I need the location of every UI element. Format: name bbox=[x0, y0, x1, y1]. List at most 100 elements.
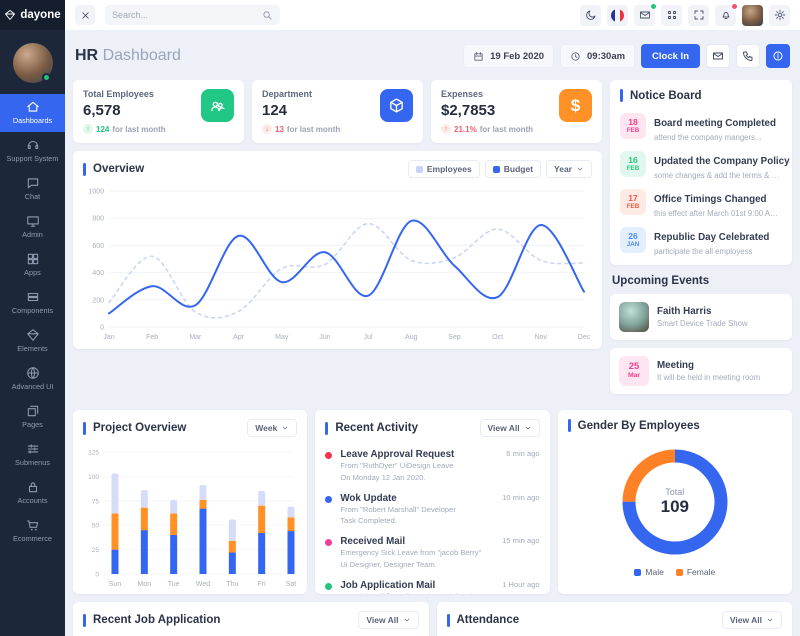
activity-line2: Task Completed. bbox=[340, 516, 397, 526]
activity-item[interactable]: Received Mail Emergency Sick Leave from … bbox=[315, 531, 549, 575]
sidebar-item-apps[interactable]: Apps bbox=[0, 246, 65, 284]
comp-icon bbox=[26, 290, 40, 304]
sidebar-item-label: Components bbox=[11, 306, 54, 316]
sidebar-item-pages[interactable]: Pages bbox=[0, 398, 65, 436]
sidebar-item-accounts[interactable]: Accounts bbox=[0, 474, 65, 512]
phone-button[interactable] bbox=[736, 44, 760, 68]
stat-delta-note: for last month bbox=[286, 124, 341, 134]
sidebar-item-chat[interactable]: Chat bbox=[0, 170, 65, 208]
overview-range-select[interactable]: Year bbox=[546, 160, 592, 178]
sidebar-item-admin[interactable]: Admin bbox=[0, 208, 65, 246]
svg-text:Wed: Wed bbox=[196, 581, 210, 588]
donut-total-label: Total bbox=[665, 487, 685, 497]
headset-icon bbox=[26, 138, 40, 152]
sidebar-item-ecommerce[interactable]: Ecommerce bbox=[0, 512, 65, 550]
current-date: 19 Feb 2020 bbox=[490, 50, 545, 62]
user-avatar[interactable] bbox=[12, 43, 53, 83]
activity-body: Leave Approval Request From "RuthDyer" U… bbox=[340, 449, 454, 484]
event-date-badge: 25 Mar bbox=[619, 356, 649, 386]
notifications-button[interactable] bbox=[715, 2, 738, 26]
notice-item[interactable]: 18 FEB Board meeting Completed attend the… bbox=[610, 109, 792, 147]
messages-icon bbox=[639, 9, 651, 21]
svg-text:Sun: Sun bbox=[109, 581, 122, 588]
notice-desc: this effect after March 01st 9:00 Am To … bbox=[654, 209, 782, 218]
event-card[interactable]: Faith Harris Smart Device Trade Show bbox=[610, 294, 792, 340]
fullscreen-button[interactable] bbox=[688, 4, 709, 26]
notice-item[interactable]: 17 FEB Office Timings Changed this effect… bbox=[610, 185, 792, 223]
search-input[interactable] bbox=[112, 10, 258, 20]
legend-label: Female bbox=[686, 567, 716, 577]
topbar-avatar[interactable] bbox=[742, 4, 763, 26]
notice-body: Republic Day Celebrated participate the … bbox=[654, 227, 769, 256]
stat-delta: ↑ 21.1% for last month bbox=[441, 124, 533, 134]
activity-item[interactable]: Leave Approval Request From "RuthDyer" U… bbox=[315, 444, 549, 488]
event-card[interactable]: 25 Mar Meeting It will be held in meeting… bbox=[610, 348, 792, 394]
settings-button[interactable] bbox=[769, 4, 790, 26]
notice-item[interactable]: 16 FEB Updated the Company Policy some ch… bbox=[610, 147, 792, 185]
messages-button[interactable] bbox=[634, 2, 657, 26]
legend-male: Male bbox=[634, 567, 664, 577]
cart-icon bbox=[26, 518, 40, 532]
svg-text:Dec: Dec bbox=[578, 334, 591, 341]
legend-label: Budget bbox=[503, 164, 534, 174]
notice-desc: participate the all employess bbox=[654, 247, 753, 256]
notice-date-badge: 18 FEB bbox=[620, 113, 646, 139]
trend-up-icon: ↑ bbox=[441, 124, 451, 134]
activity-dot bbox=[325, 452, 333, 459]
clock-in-button[interactable]: Clock In bbox=[641, 44, 700, 68]
sidebar-item-label: Elements bbox=[17, 344, 48, 354]
stat-delta-value: 13 bbox=[275, 124, 284, 134]
activity-title: Received Mail bbox=[340, 536, 406, 548]
notice-date-badge: 16 FEB bbox=[620, 151, 646, 177]
brand-logo-icon bbox=[4, 9, 16, 21]
dark-mode-button[interactable] bbox=[580, 4, 601, 26]
current-time: 09:30am bbox=[587, 50, 626, 62]
event-name: Faith Harris bbox=[657, 306, 712, 317]
stat-card-total-employees: Total Employees 6,578 ↑ 124 for last mon… bbox=[73, 80, 244, 143]
sidebar-item-support-system[interactable]: Support System bbox=[0, 132, 65, 170]
activity-time: 1 Hour ago bbox=[502, 579, 540, 589]
sidebar-item-submenus[interactable]: Submenus bbox=[0, 436, 65, 474]
fullscreen-icon bbox=[693, 9, 705, 21]
topbar bbox=[65, 0, 800, 30]
sidebar-item-elements[interactable]: Elements bbox=[0, 322, 65, 360]
brand-logo[interactable]: dayone bbox=[0, 0, 65, 30]
stat-card-expenses: Expenses $2,7853 ↑ 21.1% for last month … bbox=[431, 80, 602, 143]
legend-dot bbox=[415, 165, 423, 173]
notice-title: Republic Day Celebrated bbox=[654, 232, 770, 243]
notice-title: Office Timings Changed bbox=[654, 194, 767, 205]
svg-text:Jul: Jul bbox=[364, 334, 373, 341]
svg-text:Oct: Oct bbox=[492, 334, 503, 341]
activity-view-all-button[interactable]: View All bbox=[479, 419, 540, 437]
sidebar-item-advanced-ui[interactable]: Advanced UI bbox=[0, 360, 65, 398]
time-picker[interactable]: 09:30am bbox=[560, 44, 636, 68]
attendance-view-all-button[interactable]: View All bbox=[721, 611, 782, 629]
svg-text:Tue: Tue bbox=[168, 581, 180, 588]
language-flag[interactable] bbox=[607, 4, 628, 26]
upcoming-events-list: Faith Harris Smart Device Trade Show 25 Ma… bbox=[610, 294, 792, 394]
date-picker[interactable]: 19 Feb 2020 bbox=[463, 44, 555, 68]
jobs-view-all-button[interactable]: View All bbox=[358, 611, 419, 629]
notice-item[interactable]: 26 JAN Republic Day Celebrated participat… bbox=[610, 223, 792, 261]
stat-delta: ↓ 13 for last month bbox=[262, 124, 340, 134]
mail-button[interactable] bbox=[706, 44, 730, 68]
topbar-actions bbox=[580, 2, 790, 26]
svg-text:75: 75 bbox=[92, 498, 100, 505]
legend-dot bbox=[492, 165, 500, 173]
info-button[interactable] bbox=[766, 44, 790, 68]
activity-title: Job Application Mail bbox=[340, 579, 436, 591]
event-body: Meeting It will be held in meeting room bbox=[657, 360, 760, 382]
activity-item[interactable]: Wok Update From "Robert Marshall" Develo… bbox=[315, 488, 549, 532]
lock-icon bbox=[26, 480, 40, 494]
event-avatar bbox=[619, 302, 649, 332]
apps-grid-button[interactable] bbox=[661, 4, 682, 26]
activity-item[interactable]: Job Application Mail From jobmail@gmail.… bbox=[315, 575, 549, 594]
stat-delta-value: 21.1% bbox=[454, 124, 477, 134]
project-range-select[interactable]: Week bbox=[247, 419, 298, 437]
notice-title: Updated the Company Policy bbox=[654, 156, 790, 167]
sidebar-item-dashboards[interactable]: Dashboards bbox=[0, 94, 65, 133]
view-all-label: View All bbox=[487, 423, 520, 433]
sidebar-item-components[interactable]: Components bbox=[0, 284, 65, 322]
svg-text:Mon: Mon bbox=[138, 581, 152, 588]
close-sidebar-button[interactable] bbox=[75, 5, 95, 25]
